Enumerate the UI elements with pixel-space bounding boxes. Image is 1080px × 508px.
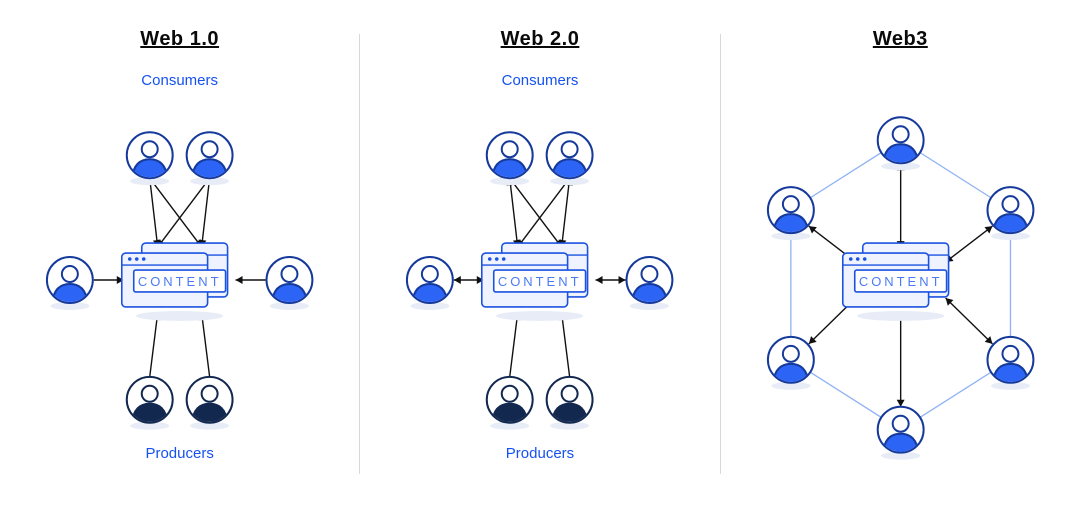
panel-web3: Web3 CONTENT	[721, 0, 1080, 508]
panel-title: Web 2.0	[501, 28, 580, 51]
producers-label: Producers	[506, 445, 574, 462]
panel-web2: Web 2.0 Consumers CONTENT Producers	[360, 0, 719, 508]
panel-svg: CONTENT	[721, 70, 1080, 490]
svg-text:CONTENT: CONTENT	[138, 274, 222, 289]
producers-label: Producers	[145, 445, 213, 462]
panel-title: Web3	[873, 28, 928, 51]
diagram-wrap: Web 1.0 Consumers CONTENT Producers Web …	[0, 0, 1080, 508]
svg-text:CONTENT: CONTENT	[859, 274, 943, 289]
panel-title: Web 1.0	[140, 28, 219, 51]
panel-svg: CONTENT	[0, 70, 359, 490]
panel-svg: CONTENT	[360, 70, 719, 490]
panel-web1: Web 1.0 Consumers CONTENT Producers	[0, 0, 359, 508]
svg-text:CONTENT: CONTENT	[498, 274, 582, 289]
